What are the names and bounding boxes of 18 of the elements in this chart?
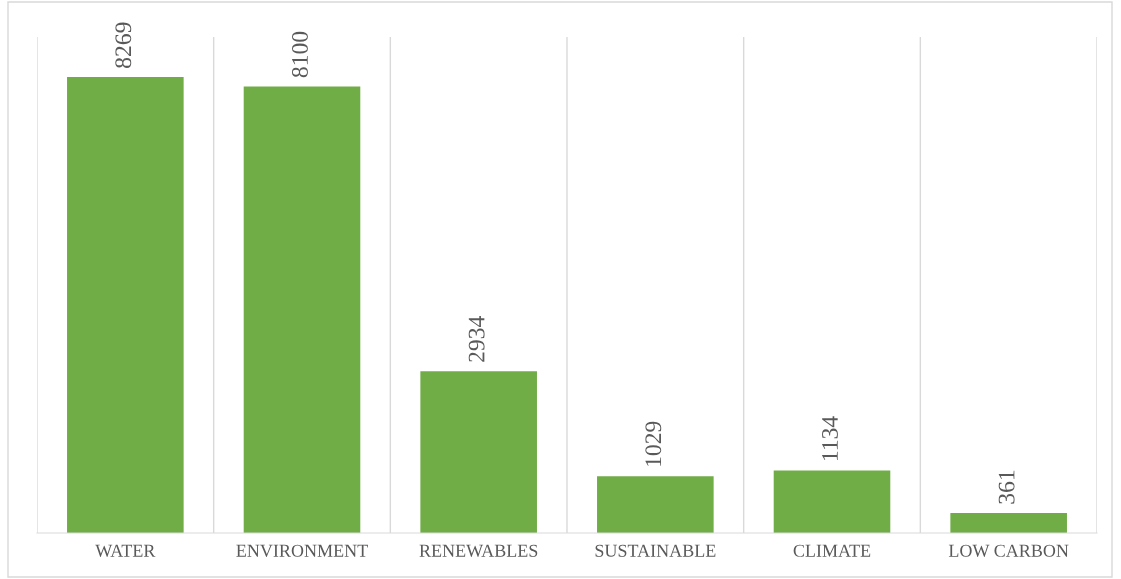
bar [773,470,891,533]
x-tick-label: CLIMATE [793,544,871,557]
bar [243,86,361,533]
x-tick-label: ENVIRONMENT [236,544,368,557]
bar [597,476,714,533]
x-tick-label: SUSTAINABLE [595,544,716,557]
bar [67,77,184,533]
data-label: 361 [998,470,1015,504]
data-label: 1134 [822,416,838,461]
bar [420,371,537,533]
x-tick-label: RENEWABLES [419,544,538,557]
data-label: 1029 [645,421,662,466]
x-tick-label: LOW CARBON [948,544,1069,557]
bar [950,513,1067,533]
data-label: 8269 [115,22,132,68]
x-tick-label: WATER [95,544,156,557]
data-label: 8100 [291,31,308,78]
data-label: 2934 [468,316,485,362]
